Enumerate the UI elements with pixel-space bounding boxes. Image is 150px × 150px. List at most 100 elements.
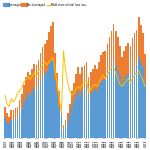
Bar bbox=[27, 93, 29, 138]
Bar bbox=[136, 30, 137, 65]
Bar bbox=[79, 74, 81, 95]
Bar bbox=[36, 65, 37, 89]
Bar bbox=[50, 26, 52, 62]
Bar bbox=[21, 109, 22, 138]
Bar bbox=[4, 106, 6, 118]
Bar bbox=[11, 120, 12, 138]
Bar bbox=[44, 74, 46, 138]
Bar bbox=[117, 71, 119, 138]
Bar bbox=[140, 62, 142, 138]
Bar bbox=[71, 91, 73, 106]
Bar bbox=[52, 60, 54, 138]
Bar bbox=[77, 91, 79, 138]
Bar bbox=[100, 82, 102, 138]
Bar bbox=[121, 57, 123, 84]
Bar bbox=[109, 71, 110, 138]
Bar bbox=[42, 76, 43, 138]
Bar bbox=[138, 17, 140, 57]
Bar bbox=[96, 69, 98, 91]
Bar bbox=[6, 122, 8, 138]
Bar bbox=[144, 54, 146, 82]
Bar bbox=[86, 86, 87, 138]
Bar bbox=[77, 68, 79, 91]
Bar bbox=[115, 66, 117, 138]
Bar bbox=[106, 75, 108, 138]
Bar bbox=[46, 71, 48, 138]
Bar bbox=[58, 106, 60, 138]
Bar bbox=[125, 46, 127, 76]
Bar bbox=[115, 31, 117, 66]
Bar bbox=[46, 40, 48, 71]
Bar bbox=[25, 98, 27, 138]
Bar bbox=[134, 68, 135, 138]
Bar bbox=[52, 22, 54, 60]
Bar bbox=[96, 91, 98, 138]
Bar bbox=[27, 72, 29, 93]
Bar bbox=[21, 94, 22, 109]
Bar bbox=[69, 104, 71, 116]
Bar bbox=[88, 78, 89, 98]
Bar bbox=[102, 52, 104, 80]
Bar bbox=[73, 101, 75, 138]
Bar bbox=[86, 62, 87, 86]
Bar bbox=[4, 118, 6, 138]
Bar bbox=[73, 83, 75, 101]
Bar bbox=[119, 46, 121, 76]
Bar bbox=[75, 74, 77, 95]
Bar bbox=[40, 53, 41, 80]
Bar bbox=[36, 89, 37, 138]
Bar bbox=[90, 72, 92, 93]
Bar bbox=[98, 86, 100, 138]
Bar bbox=[69, 116, 71, 138]
Bar bbox=[56, 93, 58, 138]
Bar bbox=[54, 53, 56, 80]
Bar bbox=[25, 78, 27, 98]
Bar bbox=[81, 68, 83, 91]
Bar bbox=[23, 85, 25, 102]
Bar bbox=[79, 95, 81, 138]
Bar bbox=[40, 80, 41, 138]
Bar bbox=[67, 122, 69, 138]
Bar bbox=[31, 91, 33, 138]
Bar bbox=[102, 80, 104, 138]
Bar bbox=[106, 44, 108, 75]
Bar bbox=[15, 119, 16, 138]
Bar bbox=[123, 51, 125, 80]
Bar bbox=[42, 47, 43, 76]
Bar bbox=[71, 106, 73, 138]
Bar bbox=[94, 65, 96, 89]
Bar bbox=[58, 91, 60, 106]
Bar bbox=[19, 113, 20, 138]
Bar bbox=[63, 130, 64, 138]
Bar bbox=[94, 89, 96, 138]
Bar bbox=[128, 43, 129, 74]
Bar bbox=[90, 93, 92, 138]
Bar bbox=[63, 126, 64, 130]
Bar bbox=[29, 75, 31, 95]
Bar bbox=[48, 65, 50, 138]
Bar bbox=[75, 95, 77, 138]
Bar bbox=[109, 37, 110, 71]
Bar bbox=[113, 24, 114, 62]
Bar bbox=[136, 65, 137, 138]
Legend: Leveraged, Non-Leveraged, M&A share of total loan issu...: Leveraged, Non-Leveraged, M&A share of t… bbox=[5, 2, 88, 7]
Bar bbox=[132, 38, 133, 71]
Bar bbox=[84, 89, 85, 138]
Bar bbox=[100, 55, 102, 82]
Bar bbox=[130, 46, 131, 76]
Bar bbox=[11, 110, 12, 120]
Bar bbox=[111, 66, 112, 138]
Bar bbox=[13, 110, 14, 120]
Bar bbox=[134, 33, 135, 68]
Bar bbox=[128, 74, 129, 138]
Bar bbox=[132, 71, 133, 138]
Bar bbox=[50, 62, 52, 138]
Bar bbox=[123, 80, 125, 138]
Bar bbox=[48, 32, 50, 65]
Bar bbox=[33, 88, 35, 138]
Bar bbox=[6, 113, 8, 122]
Bar bbox=[8, 117, 10, 124]
Bar bbox=[140, 25, 142, 62]
Bar bbox=[92, 91, 94, 138]
Bar bbox=[61, 116, 62, 138]
